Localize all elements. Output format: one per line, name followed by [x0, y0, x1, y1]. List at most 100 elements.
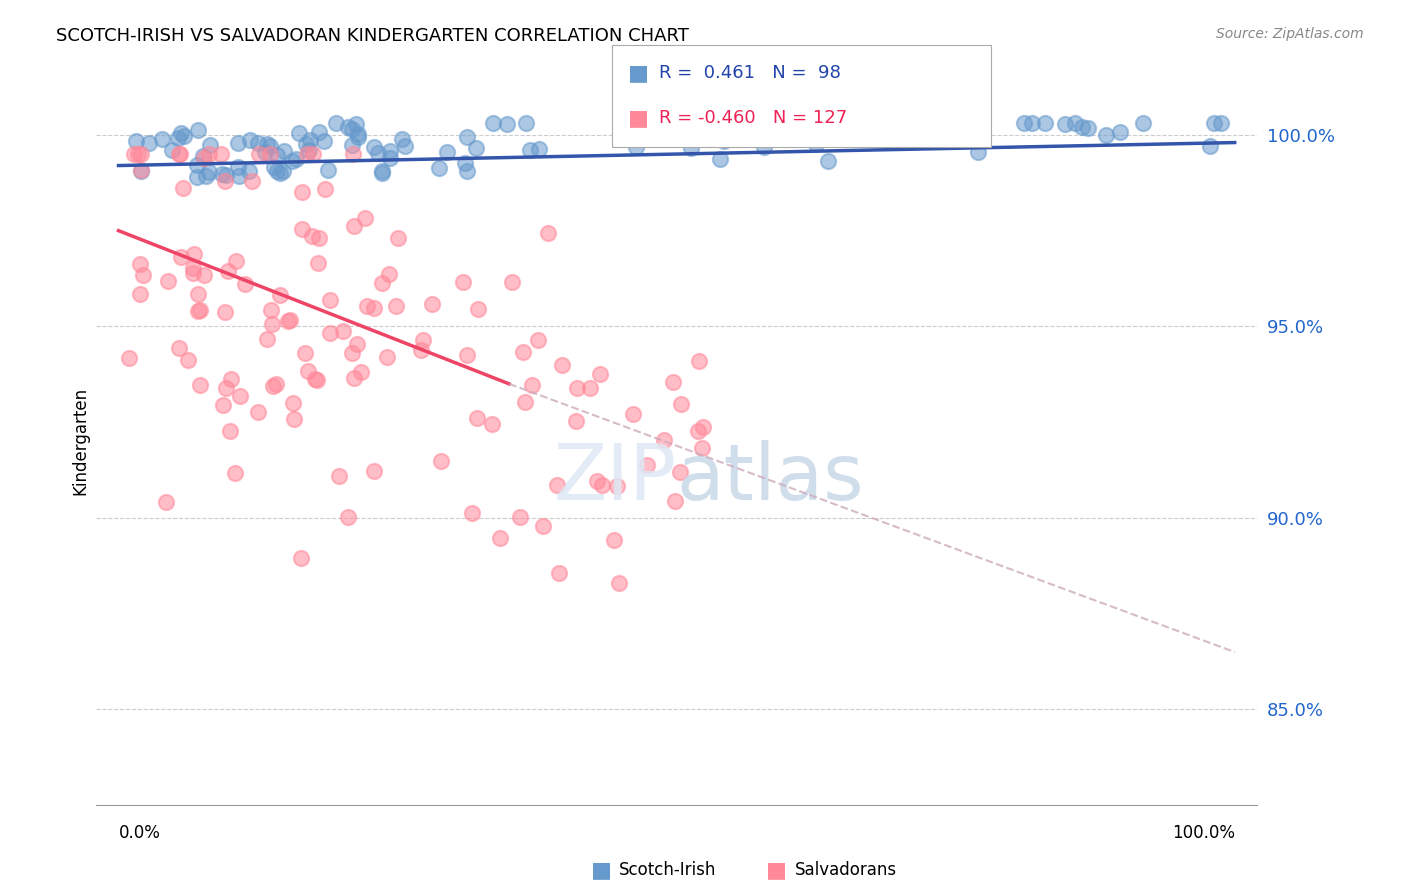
Point	[394, 139, 416, 153]
Text: R = -0.460   N = 127: R = -0.460 N = 127	[659, 110, 848, 128]
Point	[186, 158, 208, 172]
Point	[150, 132, 173, 146]
Point	[1109, 126, 1132, 140]
Point	[269, 288, 291, 302]
Point	[350, 365, 373, 379]
Point	[513, 394, 536, 409]
Point	[281, 153, 304, 168]
Point	[340, 137, 363, 152]
Point	[465, 410, 488, 425]
Point	[284, 152, 307, 166]
Text: ■: ■	[591, 860, 612, 880]
Point	[240, 173, 263, 187]
Point	[297, 147, 319, 161]
Point	[387, 230, 409, 244]
Point	[209, 147, 232, 161]
Point	[195, 169, 218, 183]
Point	[128, 286, 150, 301]
Point	[953, 133, 976, 147]
Point	[752, 140, 775, 154]
Point	[198, 165, 221, 179]
Point	[548, 566, 571, 581]
Point	[337, 509, 360, 524]
Point	[191, 149, 214, 163]
Point	[308, 231, 330, 245]
Point	[1132, 116, 1154, 130]
Point	[343, 371, 366, 385]
Point	[238, 164, 260, 178]
Point	[342, 346, 364, 360]
Point	[290, 550, 312, 565]
Point	[461, 506, 484, 520]
Point	[817, 153, 839, 168]
Point	[762, 132, 785, 146]
Point	[1021, 116, 1043, 130]
Point	[273, 164, 295, 178]
Point	[214, 174, 236, 188]
Point	[1202, 116, 1225, 130]
Point	[430, 453, 453, 467]
Point	[129, 163, 152, 178]
Point	[709, 153, 731, 167]
Point	[806, 137, 828, 152]
Point	[170, 126, 193, 140]
Point	[167, 341, 190, 355]
Point	[527, 141, 550, 155]
Point	[662, 375, 685, 389]
Point	[299, 133, 322, 147]
Point	[531, 518, 554, 533]
Point	[686, 425, 709, 439]
Point	[664, 493, 686, 508]
Point	[219, 425, 242, 439]
Point	[347, 129, 370, 144]
Point	[260, 318, 283, 332]
Point	[346, 127, 368, 141]
Point	[346, 337, 368, 351]
Point	[193, 151, 215, 165]
Point	[177, 353, 200, 368]
Point	[370, 276, 392, 290]
Point	[972, 116, 994, 130]
Point	[214, 169, 236, 183]
Point	[219, 372, 242, 386]
Point	[378, 151, 401, 165]
Point	[235, 277, 257, 291]
Point	[786, 116, 808, 130]
Point	[1198, 139, 1220, 153]
Point	[586, 474, 609, 488]
Point	[262, 379, 284, 393]
Point	[690, 442, 713, 456]
Point	[193, 268, 215, 282]
Point	[198, 138, 221, 153]
Point	[821, 116, 844, 130]
Point	[304, 372, 326, 386]
Point	[967, 145, 990, 159]
Point	[565, 414, 588, 428]
Point	[183, 266, 205, 280]
Point	[127, 147, 149, 161]
Point	[226, 136, 249, 150]
Point	[845, 116, 868, 130]
Point	[155, 495, 177, 509]
Point	[454, 155, 477, 169]
Point	[1053, 117, 1076, 131]
Point	[307, 256, 329, 270]
Point	[671, 397, 693, 411]
Point	[409, 343, 432, 357]
Point	[228, 389, 250, 403]
Point	[298, 143, 321, 157]
Point	[1064, 116, 1087, 130]
Point	[132, 268, 155, 283]
Point	[186, 170, 208, 185]
Point	[482, 116, 505, 130]
Point	[363, 301, 385, 315]
Point	[287, 126, 309, 140]
Point	[1211, 116, 1233, 130]
Point	[607, 576, 630, 591]
Point	[228, 169, 250, 183]
Point	[367, 146, 389, 161]
Text: SCOTCH-IRISH VS SALVADORAN KINDERGARTEN CORRELATION CHART: SCOTCH-IRISH VS SALVADORAN KINDERGARTEN …	[56, 27, 689, 45]
Point	[297, 363, 319, 377]
Point	[624, 139, 647, 153]
Point	[589, 367, 612, 381]
